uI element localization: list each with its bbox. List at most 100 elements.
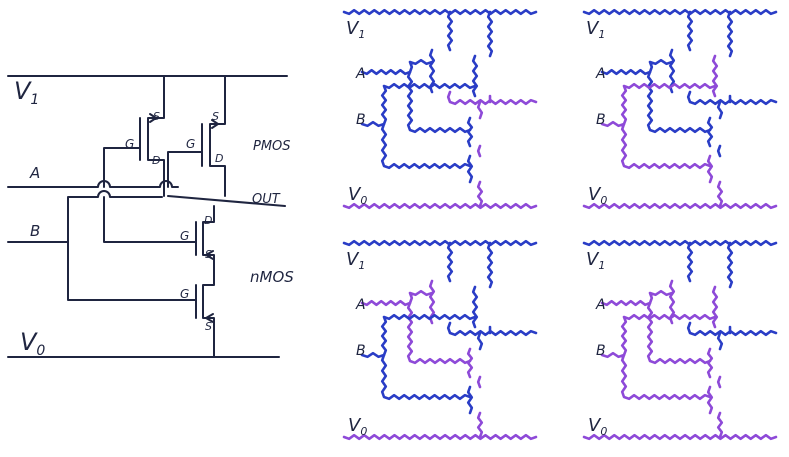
nmos1-gate-plate [706, 116, 714, 148]
pmos-transistor-1 [103, 75, 165, 197]
nmos2-gate-plate [466, 385, 474, 415]
nmos1-drain-label: D [204, 214, 212, 227]
v0-rail [582, 433, 778, 441]
nmos-mid-node [716, 375, 722, 389]
output-wire [686, 321, 778, 337]
input-a-wire [600, 289, 674, 307]
input-a-line [7, 180, 179, 188]
nmos2-source-wire [716, 180, 724, 208]
input-a-branch [646, 70, 712, 134]
nmos2-gate-plate [706, 154, 714, 184]
v0-label: V0 [348, 184, 367, 207]
input-b-line [7, 190, 163, 243]
nmos-transistor-1 [103, 196, 215, 269]
input-a-wire [360, 58, 434, 76]
state-panel-3: V1 A B V0 [342, 239, 538, 441]
output-wire [446, 321, 538, 337]
nmos2-gate-plate [466, 154, 474, 184]
out-label: OUT [252, 192, 281, 207]
nmos2-gate-label: G [180, 287, 189, 301]
nmos1-drain-wire [476, 331, 484, 351]
input-a-branch [646, 301, 712, 365]
nmos1-drain-wire [716, 100, 724, 120]
input-a-label: A [355, 66, 366, 82]
input-a-label: A [595, 297, 606, 313]
input-b-label: B [596, 343, 606, 359]
input-b-branch [380, 82, 477, 126]
out-line [167, 195, 286, 207]
nmos-label: nMOS [250, 268, 294, 286]
pmos2-gate-plate [711, 54, 719, 98]
pmos2-source-wire [726, 10, 734, 58]
nmos2-source-wire [716, 411, 724, 439]
v0-label: V0 [20, 328, 45, 359]
pmos1-source-wire [446, 241, 454, 283]
pmos1-source-wire [446, 10, 454, 52]
v0-label: V0 [348, 415, 367, 438]
v1-rail [342, 8, 538, 16]
pmos1-source-label: S [153, 110, 160, 123]
output-wire [446, 90, 538, 106]
pmos2-source-wire [486, 241, 494, 289]
v1-label: V1 [586, 18, 605, 41]
input-b-wire [360, 120, 472, 170]
nmos2-source-label: S [205, 320, 212, 333]
pmos2-drain-label: D [215, 152, 223, 165]
state-panel-2: V1 A B V0 [582, 8, 778, 210]
nmos-mid-node [476, 144, 482, 158]
input-b-wire [600, 120, 712, 170]
state-panel-4: V1 A B V0 [582, 239, 778, 441]
pmos-transistor-2 [167, 75, 226, 197]
nmos1-drain-wire [476, 100, 484, 120]
nmos-transistor-2 [67, 241, 215, 358]
input-b-branch [620, 313, 717, 357]
v1-label: V1 [14, 77, 39, 108]
pmos2-source-wire [726, 241, 734, 289]
pmos2-source-label: S [212, 110, 219, 123]
nmos1-drain-wire [716, 331, 724, 351]
input-b-branch [380, 313, 477, 357]
v0-rail [582, 202, 778, 210]
v0-rail [342, 433, 538, 441]
pmos2-gate-plate [711, 285, 719, 329]
pmos1-drain-label: D [152, 154, 160, 167]
input-a-label: A [355, 297, 366, 313]
nmos2-source-wire [476, 411, 484, 439]
pmos2-gate-label: G [186, 137, 195, 151]
nmos1-gate-plate [466, 116, 474, 148]
pmos2-source-wire [486, 10, 494, 58]
state-panel-1: V1 A B V0 [342, 8, 538, 210]
nand-schematic: V1 A B V0 PMOS OUT nMOS G S D G S D D G … [7, 75, 294, 359]
nmos-mid-node [716, 144, 722, 158]
input-a-wire [360, 289, 434, 307]
v0-rail [342, 202, 538, 210]
input-a-wire [600, 58, 674, 76]
input-b-label: B [596, 112, 606, 128]
pmos-label: PMOS [253, 139, 291, 154]
v1-label: V1 [346, 18, 365, 41]
v1-rail [582, 239, 778, 247]
nmos1-gate-label: G [180, 229, 189, 243]
nmos-mid-node [476, 375, 482, 389]
state-panels: V1 A B V0 V1 A B V0 V1 A B V0 V1 A B V0 [342, 8, 778, 441]
input-b-wire [360, 351, 472, 401]
nmos1-gate-plate [706, 347, 714, 379]
pmos1-source-wire [686, 10, 694, 52]
pmos1-gate-label: G [125, 137, 134, 151]
v1-label: V1 [346, 249, 365, 272]
pmos2-gate-plate [471, 285, 479, 329]
output-wire [686, 90, 778, 106]
input-a-label: A [595, 66, 606, 82]
v1-label: V1 [586, 249, 605, 272]
input-a-branch [406, 301, 472, 365]
v0-label: V0 [588, 184, 607, 207]
nmos2-source-wire [476, 180, 484, 208]
nmos2-gate-plate [706, 385, 714, 415]
input-a-branch [406, 70, 472, 134]
v1-rail [342, 239, 538, 247]
input-b-wire [600, 351, 712, 401]
pmos1-source-wire [686, 241, 694, 283]
nmos1-source-label: S [205, 248, 212, 261]
input-b-label: B [356, 112, 366, 128]
